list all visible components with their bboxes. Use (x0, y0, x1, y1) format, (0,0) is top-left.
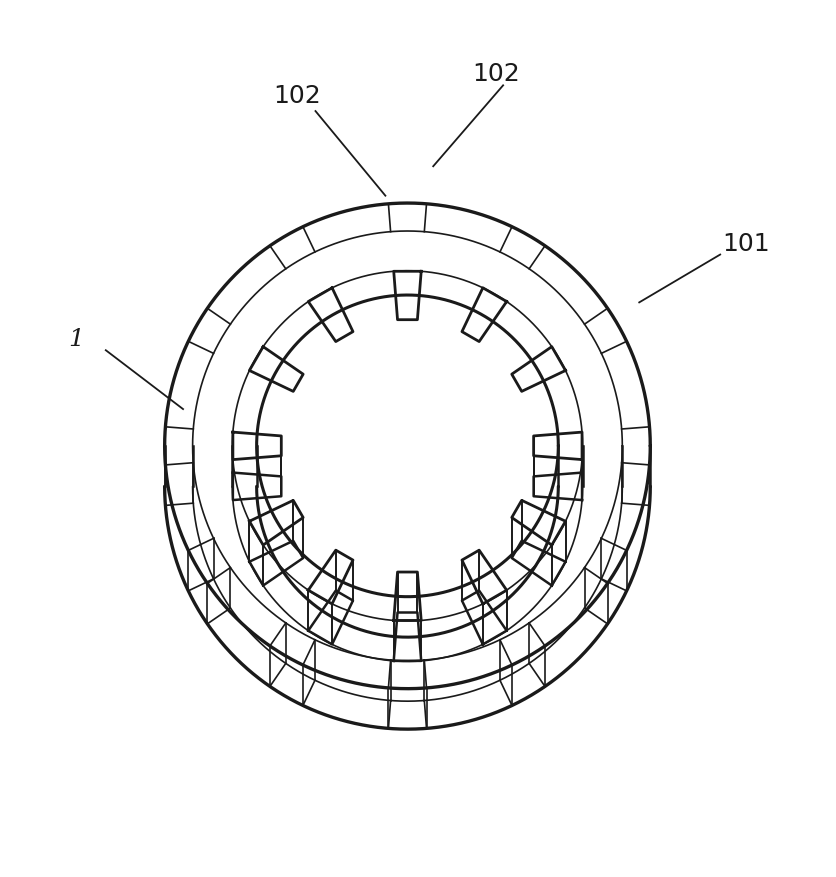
Text: 102: 102 (472, 62, 519, 86)
Text: 101: 101 (721, 232, 769, 255)
Text: 1: 1 (69, 328, 84, 351)
Text: 102: 102 (273, 84, 320, 109)
